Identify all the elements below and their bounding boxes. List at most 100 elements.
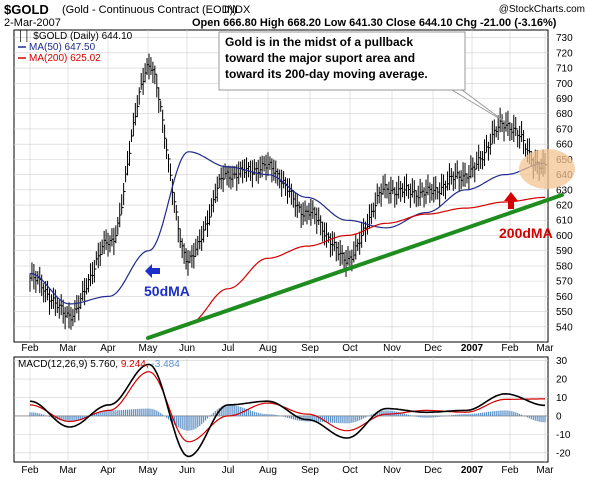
macd-histogram-bar: [493, 411, 495, 416]
macd-histogram-bar: [91, 414, 94, 416]
price-x-tick-label: Mar: [536, 343, 554, 354]
macd-legend: MACD(12,26,9) 5.760, 9.244, -3.484: [18, 359, 180, 370]
macd-legend-label: MACD(12,26,9) 5.760,: [18, 359, 121, 370]
price-x-tick-label: Apr: [100, 343, 116, 354]
macd-frame: [13, 356, 549, 463]
macd-x-tick-label: Aug: [259, 465, 277, 476]
macd-histogram-bar: [456, 414, 458, 416]
price-y-tick-label: 700: [556, 79, 573, 90]
macd-histogram-bar: [441, 415, 443, 417]
macd-histogram-bar: [339, 415, 341, 424]
macd-histogram-bar: [333, 415, 335, 423]
macd-histogram-bar: [154, 409, 156, 416]
macd-histogram-bar: [329, 415, 332, 423]
arrow-200dma-icon: [504, 192, 518, 209]
price-x-tick-label: May: [139, 343, 158, 354]
macd-histogram-bar: [431, 415, 433, 418]
price-y-tick-label: 730: [556, 33, 573, 44]
macd-histogram-bar: [136, 408, 138, 416]
macd-histogram-bar: [265, 414, 267, 416]
macd-histogram-bar: [355, 415, 357, 422]
macd-histogram-bar: [497, 410, 499, 416]
macd-histogram-bar: [515, 412, 517, 416]
macd-histogram-bar: [466, 414, 468, 416]
macd-histogram-bar: [491, 411, 493, 416]
macd-x-tick-label: Mar: [536, 465, 554, 476]
macd-histogram-bar: [458, 414, 460, 416]
macd-histogram-bar: [384, 410, 386, 416]
macd-histogram-bar: [464, 414, 466, 416]
macd-histogram-bar: [294, 415, 296, 420]
macd-histogram-bar: [423, 415, 425, 418]
macd-histogram-bar: [80, 415, 82, 420]
quote-date: 2-Mar-2007: [4, 17, 61, 29]
macd-histogram-bar: [454, 414, 456, 416]
macd-histogram-bar: [417, 415, 419, 418]
macd-histogram-bar: [138, 408, 140, 416]
macd-x-tick-label: May: [139, 465, 158, 476]
macd-histogram-bar: [175, 415, 177, 426]
macd-histogram-bar: [208, 415, 211, 417]
macd-histogram-bar: [226, 404, 228, 416]
callout-text-line: toward the major suport area and: [225, 51, 415, 65]
macd-histogram-bar: [520, 414, 523, 416]
macd-y-tick-label: 0: [556, 411, 562, 422]
macd-histogram-bar: [214, 410, 216, 416]
price-y-tick-label: 680: [556, 109, 573, 120]
macd-histogram-bar: [107, 410, 109, 416]
macd-histogram-bar: [101, 411, 103, 416]
macd-histogram-bar: [275, 414, 277, 416]
macd-x-tick-label: Feb: [21, 465, 39, 476]
macd-histogram-bar: [199, 415, 201, 426]
macd-histogram-bar: [119, 410, 121, 416]
macd-histogram-bar: [282, 415, 285, 417]
price-x-tick-label: Feb: [501, 343, 519, 354]
macd-histogram-bar: [37, 413, 39, 416]
macd-histogram-bar: [359, 415, 361, 421]
macd-histogram-bar: [232, 405, 234, 416]
macd-histogram-bar: [536, 415, 538, 422]
macd-histogram-bar: [398, 412, 400, 416]
macd-histogram-bar: [382, 410, 384, 416]
macd-histogram-bar: [201, 415, 203, 425]
macd-x-tick-label: Dec: [424, 465, 442, 476]
macd-x-tick-label: Jul: [222, 465, 235, 476]
ma200-line: [189, 196, 545, 325]
macd-histogram-bar: [74, 415, 76, 422]
macd-histogram-bar: [519, 413, 521, 416]
callout-box: [218, 31, 466, 91]
macd-histogram-bar: [240, 407, 242, 416]
price-y-tick-label: 710: [556, 64, 573, 75]
macd-histogram-bar: [433, 415, 435, 418]
macd-histogram-bar: [31, 412, 33, 416]
macd-histogram-bar: [236, 405, 238, 416]
macd-histogram-bar: [72, 415, 74, 422]
price-x-tick-label: Jun: [179, 343, 195, 354]
macd-histogram-bar: [165, 415, 168, 418]
macd-x-tick-label: 2007: [461, 465, 484, 476]
macd-histogram-bar: [366, 415, 369, 417]
macd-histogram-bar: [113, 410, 115, 416]
macd-histogram-bar: [487, 411, 490, 416]
macd-histogram-bar: [54, 415, 56, 419]
macd-histogram-bar: [286, 415, 289, 418]
macd-histogram-bar: [542, 415, 544, 423]
macd-histogram-bar: [273, 414, 275, 416]
macd-histogram-bar: [337, 415, 339, 424]
price-y-tick-label: 630: [556, 185, 573, 196]
source-credit: @StockCharts.com: [498, 4, 585, 15]
macd-histogram-bar: [481, 412, 484, 416]
macd-histogram-bar: [160, 413, 162, 416]
ma50-line: [29, 151, 545, 305]
macd-histogram-bar: [528, 415, 530, 419]
macd-histogram-bar: [39, 413, 41, 416]
price-x-tick-label: Oct: [342, 343, 358, 354]
macd-x-tick-label: Jun: [179, 465, 195, 476]
macd-histogram-bar: [310, 415, 312, 422]
legend-price: ││ $GOLD (Daily) 644.10: [18, 29, 133, 43]
macd-histogram-bar: [407, 414, 410, 416]
macd-histogram-bar: [105, 410, 107, 416]
price-y-tick-label: 610: [556, 216, 573, 227]
macd-histogram-bar: [162, 414, 164, 416]
macd-histogram-bar: [403, 413, 406, 416]
